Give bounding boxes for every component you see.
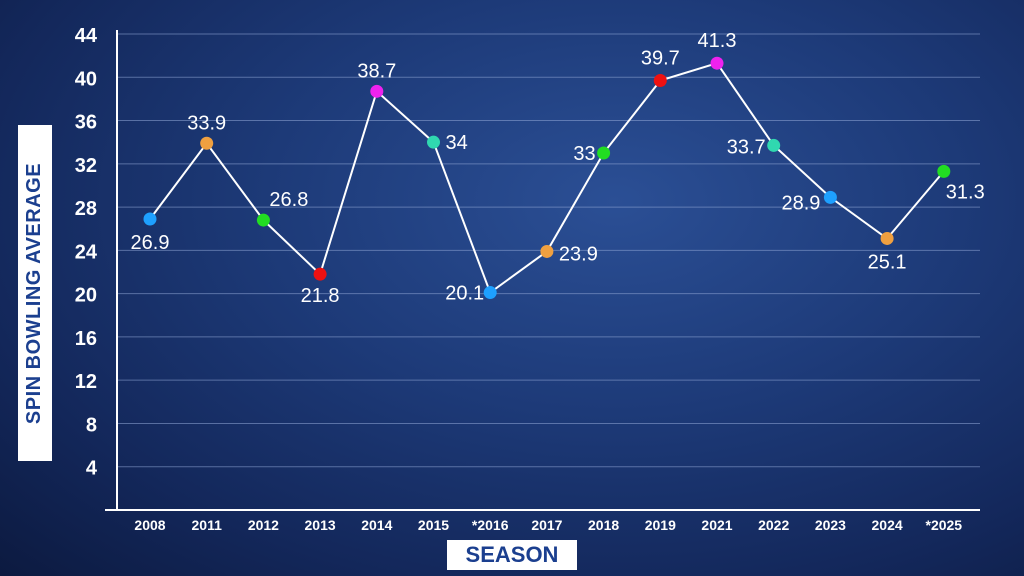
x-tick-label: 2012	[248, 517, 279, 533]
x-tick-label: *2016	[472, 517, 509, 533]
data-point	[653, 74, 667, 88]
data-point	[540, 244, 554, 258]
y-tick-label: 16	[75, 328, 97, 350]
y-tick-label: 24	[75, 241, 98, 263]
data-point	[823, 190, 837, 204]
y-tick-label: 44	[75, 25, 98, 47]
y-tick-label: 40	[75, 68, 97, 90]
series-line	[149, 62, 945, 295]
x-tick-label: 2011	[192, 517, 223, 533]
data-label: 31.3	[946, 181, 985, 203]
data-point	[483, 286, 497, 300]
data-point	[767, 138, 781, 152]
x-axis-title: SEASON	[447, 540, 577, 570]
y-tick-labels: 4 8 12 16 20 24 28 32 36 40 44	[75, 25, 98, 480]
x-tick-label: 2024	[872, 517, 903, 533]
data-point	[427, 135, 440, 149]
x-tick-label: 2021	[701, 517, 732, 533]
data-label: 21.8	[301, 285, 340, 307]
x-tick-label: 2023	[815, 517, 846, 533]
data-point	[937, 164, 951, 178]
y-tick-label: 4	[86, 458, 98, 480]
data-label: 23.9	[559, 243, 598, 265]
data-point	[200, 136, 214, 150]
x-tick-label: 2019	[645, 517, 676, 533]
axes	[105, 30, 980, 511]
data-point	[710, 56, 724, 70]
y-tick-label: 36	[75, 112, 97, 134]
x-axis-title-text: SEASON	[465, 542, 559, 567]
y-tick-label: 8	[86, 414, 97, 436]
data-label: 26.9	[131, 232, 170, 254]
y-axis-title: SPIN BOWLING AVERAGE	[18, 125, 52, 461]
y-axis-title-text: SPIN BOWLING AVERAGE	[23, 162, 46, 424]
x-tick-label: 2015	[418, 517, 449, 533]
data-label: 26.8	[269, 189, 308, 211]
data-label: 41.3	[698, 30, 737, 52]
y-tick-label: 28	[75, 198, 97, 220]
y-tick-label: 32	[75, 155, 97, 177]
x-tick-labels: 2008 2011 2012 2013 2014 2015 *2016 2017 2018 201…	[134, 517, 962, 533]
x-tick-label: 2017	[531, 517, 562, 533]
data-label: 25.1	[868, 251, 907, 273]
x-tick-label: 2013	[305, 517, 336, 533]
data-label: 34	[446, 132, 468, 154]
data-point	[256, 213, 270, 227]
data-point	[880, 231, 894, 245]
data-label: 39.7	[641, 48, 680, 70]
y-tick-label: 12	[75, 371, 97, 393]
data-label: 33	[573, 143, 595, 165]
x-tick-label: 2008	[134, 517, 165, 533]
data-point	[313, 267, 327, 281]
x-tick-label: 2014	[361, 517, 392, 533]
data-label: 20.1	[445, 283, 484, 305]
x-tick-label: 2018	[588, 517, 619, 533]
y-tick-label: 20	[75, 285, 97, 307]
data-point	[597, 146, 611, 160]
data-label: 33.9	[187, 112, 226, 134]
data-label: 28.9	[781, 192, 820, 214]
data-labels: 26.9 33.9 26.8 21.8 38.7 34 20.1 23.9 33 39.7 41.3…	[131, 30, 985, 307]
data-series	[143, 56, 951, 300]
data-point	[370, 84, 384, 98]
x-tick-label: *2025	[926, 517, 963, 533]
x-tick-label: 2022	[758, 517, 789, 533]
data-label: 38.7	[357, 60, 396, 82]
data-point	[143, 212, 157, 226]
data-label: 33.7	[727, 136, 766, 158]
